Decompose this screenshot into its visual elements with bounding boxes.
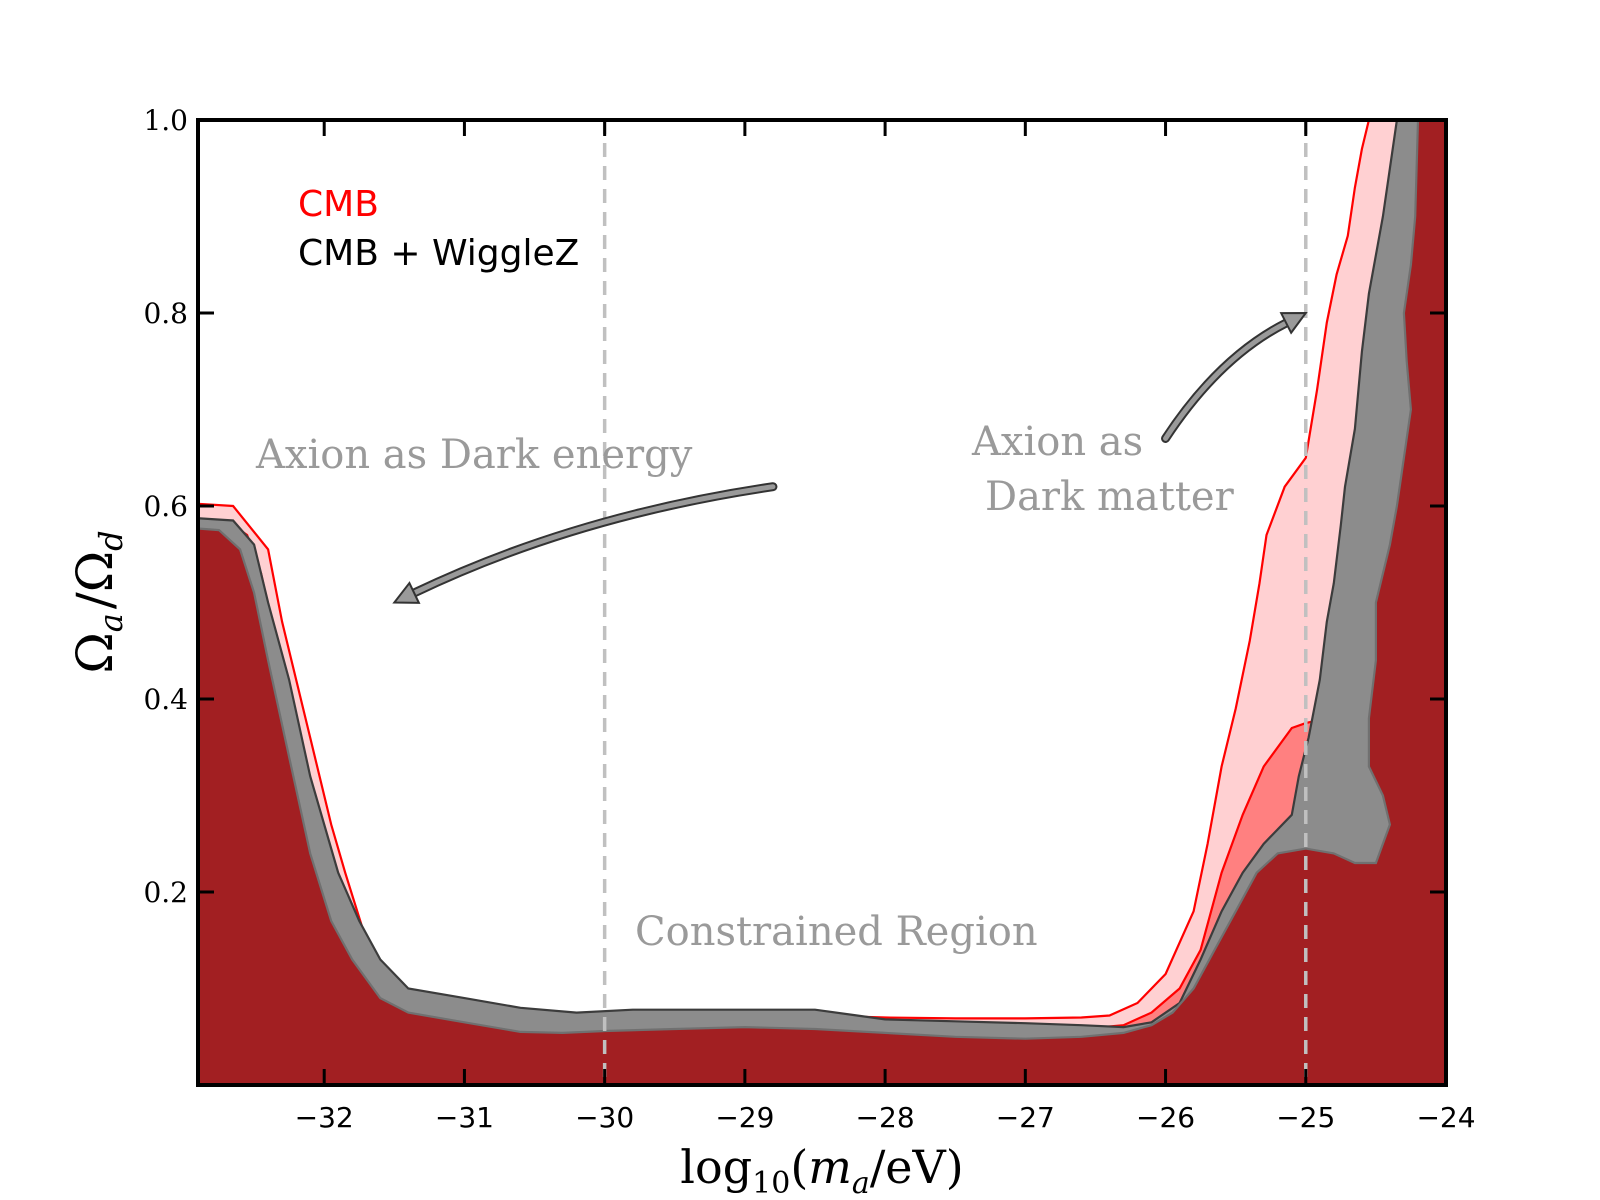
annotation-constrained-region: Constrained Region	[635, 909, 1038, 955]
legend-cmb: CMB	[298, 184, 379, 225]
annotation-dark-energy: Axion as Dark energy	[255, 432, 693, 478]
arrow-dark-energy-head	[392, 581, 421, 604]
x-axis-label: log10(ma/eV)	[680, 1140, 963, 1200]
annotation-arrows	[392, 311, 1308, 604]
series-fill-3	[198, 120, 1446, 1085]
plot-frame	[196, 118, 1448, 1087]
x-tick-label: −25	[1276, 1101, 1335, 1134]
arrow-dark-matter-shaft	[1163, 320, 1289, 441]
series-line-0	[198, 120, 1370, 1021]
annotation-axion-as: Axion as	[971, 419, 1143, 465]
y-tick-label: 1.0	[143, 104, 188, 137]
y-tick-label: 0.8	[143, 297, 188, 330]
y-tick-label: 0.4	[143, 683, 188, 716]
arrow-dark-matter-outline	[1161, 318, 1291, 443]
y-tick-label: 0.6	[143, 490, 188, 523]
y-tick-label: 0.2	[143, 876, 188, 909]
x-tick-label: −28	[856, 1101, 915, 1134]
arrow-dark-matter-head	[1279, 311, 1308, 335]
x-tick-label: −29	[715, 1101, 774, 1134]
x-tick-label: −26	[1136, 1101, 1195, 1134]
series-line-2	[198, 120, 1398, 1029]
x-tick-label: −27	[996, 1101, 1055, 1134]
axis-ticks: −32 −31 −30 −29 −28 −27 −26 −25 −24 0.2 0.4 0.6 0.8 1…	[143, 104, 1475, 1134]
legend-cmb-wigglez: CMB + WiggleZ	[298, 233, 579, 274]
x-tick-label: −30	[575, 1101, 634, 1134]
x-tick-label: −31	[435, 1101, 494, 1134]
arrow-dark-energy-shaft	[411, 484, 776, 596]
y-axis-label: Ωa/Ωd	[66, 530, 130, 673]
x-tick-label: −24	[1416, 1101, 1475, 1134]
series-line-3	[198, 120, 1420, 1040]
x-tick-label: −32	[295, 1101, 354, 1134]
annotation-dark-matter: Dark matter	[985, 474, 1235, 520]
contour-areas	[198, 120, 1446, 1085]
arrow-dark-energy-outline	[409, 482, 778, 598]
